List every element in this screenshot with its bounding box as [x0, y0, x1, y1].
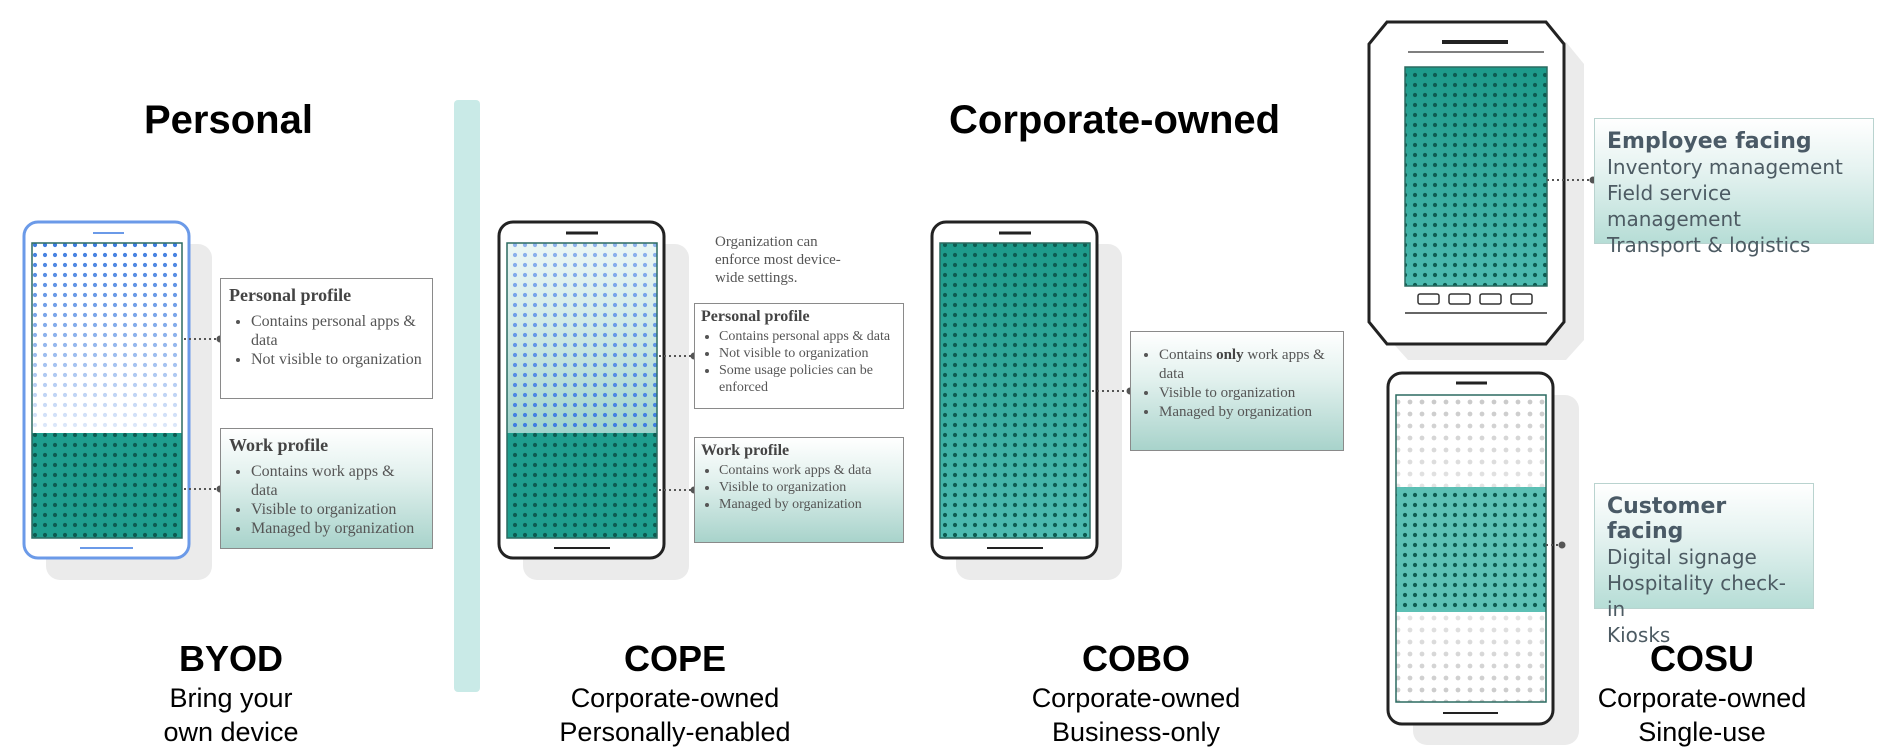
list-item: Visible to organization [251, 500, 424, 519]
cobo-phone [930, 220, 1122, 580]
heading-personal: Personal [144, 98, 313, 142]
cobo-item-prefix: Contains [1159, 347, 1217, 363]
customer-facing-title: Customer facing [1607, 494, 1727, 544]
cosu-customer-connector [1546, 541, 1566, 549]
section-divider [454, 100, 480, 692]
cope-work-profile-list: Contains work apps & data Visible to org… [701, 462, 897, 513]
byod-personal-profile-list: Contains personal apps & data Not visibl… [229, 312, 424, 369]
mode-title-byod: BYOD [178, 638, 283, 679]
mode-subtitle-byod: Bring your own device [61, 681, 401, 749]
cobo-item-suffix: work apps & data [1159, 347, 1325, 382]
employee-facing-line: Field service management [1607, 181, 1741, 231]
mode-subtitle-line: Single-use [1638, 717, 1766, 747]
mode-subtitle-line: Personally-enabled [559, 717, 791, 747]
cosu-kiosk-phone [1386, 371, 1579, 745]
cope-personal-profile-box: Personal profile Contains personal apps … [694, 303, 904, 409]
mode-subtitle-cosu: Corporate-owned Single-use [1532, 681, 1872, 749]
employee-facing-line: Transport & logistics [1607, 233, 1811, 257]
mode-subtitle-line: Corporate-owned [570, 683, 780, 713]
mode-subtitle-line: Corporate-owned [1597, 683, 1807, 713]
mode-title-cosu: COSU [1649, 638, 1754, 679]
cope-work-profile-title: Work profile [701, 442, 790, 459]
mode-subtitle-line: Bring your [169, 683, 293, 713]
list-item: Some usage policies can be enforced [719, 362, 897, 396]
customer-facing-line: Hospitality check-in [1607, 571, 1786, 621]
mode-subtitle-line: own device [163, 717, 299, 747]
mode-title-cobo: COBO [1082, 638, 1190, 679]
cosu-rugged-phone [1367, 20, 1584, 360]
customer-facing-line: Digital signage [1607, 545, 1757, 569]
cope-personal-profile-title: Personal profile [701, 308, 810, 325]
list-item: Contains work apps & data [251, 462, 424, 500]
list-item: Visible to organization [719, 479, 897, 496]
mode-subtitle-cope: Corporate-owned Personally-enabled [505, 681, 845, 749]
cobo-info-box: Contains only work apps & data Visible t… [1130, 331, 1344, 451]
byod-work-profile-title: Work profile [229, 435, 329, 455]
employee-facing-line: Inventory management [1607, 155, 1843, 179]
byod-work-profile-box: Work profile Contains work apps & data V… [220, 428, 433, 549]
byod-phone [22, 220, 212, 580]
list-item: Visible to organization [1159, 384, 1335, 403]
customer-facing-card: Customer facing Digital signage Hospital… [1594, 483, 1814, 647]
mode-title-cope: COPE [623, 638, 727, 679]
list-item: Contains personal apps & data [251, 312, 424, 350]
byod-work-profile-list: Contains work apps & data Visible to org… [229, 462, 424, 538]
cobo-list: Contains only work apps & data Visible t… [1139, 346, 1335, 422]
byod-personal-profile-box: Personal profile Contains personal apps … [220, 278, 433, 399]
mode-subtitle-line: Business-only [1051, 717, 1221, 747]
employee-facing-title: Employee facing [1607, 129, 1812, 154]
cope-phone [497, 220, 689, 580]
list-item: Contains only work apps & data [1159, 346, 1335, 384]
list-item: Not visible to organization [251, 350, 424, 369]
cope-note: Organization can enforce most device-wid… [715, 234, 841, 286]
list-item: Contains personal apps & data [719, 328, 897, 345]
list-item: Not visible to organization [719, 345, 897, 362]
list-item: Managed by organization [251, 519, 424, 538]
cope-work-profile-box: Work profile Contains work apps & data V… [694, 437, 904, 543]
byod-personal-profile-title: Personal profile [229, 285, 352, 305]
heading-corporate-owned: Corporate-owned [949, 98, 1281, 142]
cobo-item-bold: only [1216, 347, 1244, 363]
list-item: Managed by organization [1159, 403, 1335, 422]
list-item: Contains work apps & data [719, 462, 897, 479]
cope-personal-profile-list: Contains personal apps & data Not visibl… [701, 328, 897, 396]
mode-subtitle-cobo: Corporate-owned Business-only [966, 681, 1306, 749]
list-item: Managed by organization [719, 496, 897, 513]
mode-subtitle-line: Corporate-owned [1031, 683, 1241, 713]
employee-facing-card: Employee facing Inventory management Fie… [1594, 118, 1874, 257]
customer-facing-line: Kiosks [1607, 623, 1671, 647]
